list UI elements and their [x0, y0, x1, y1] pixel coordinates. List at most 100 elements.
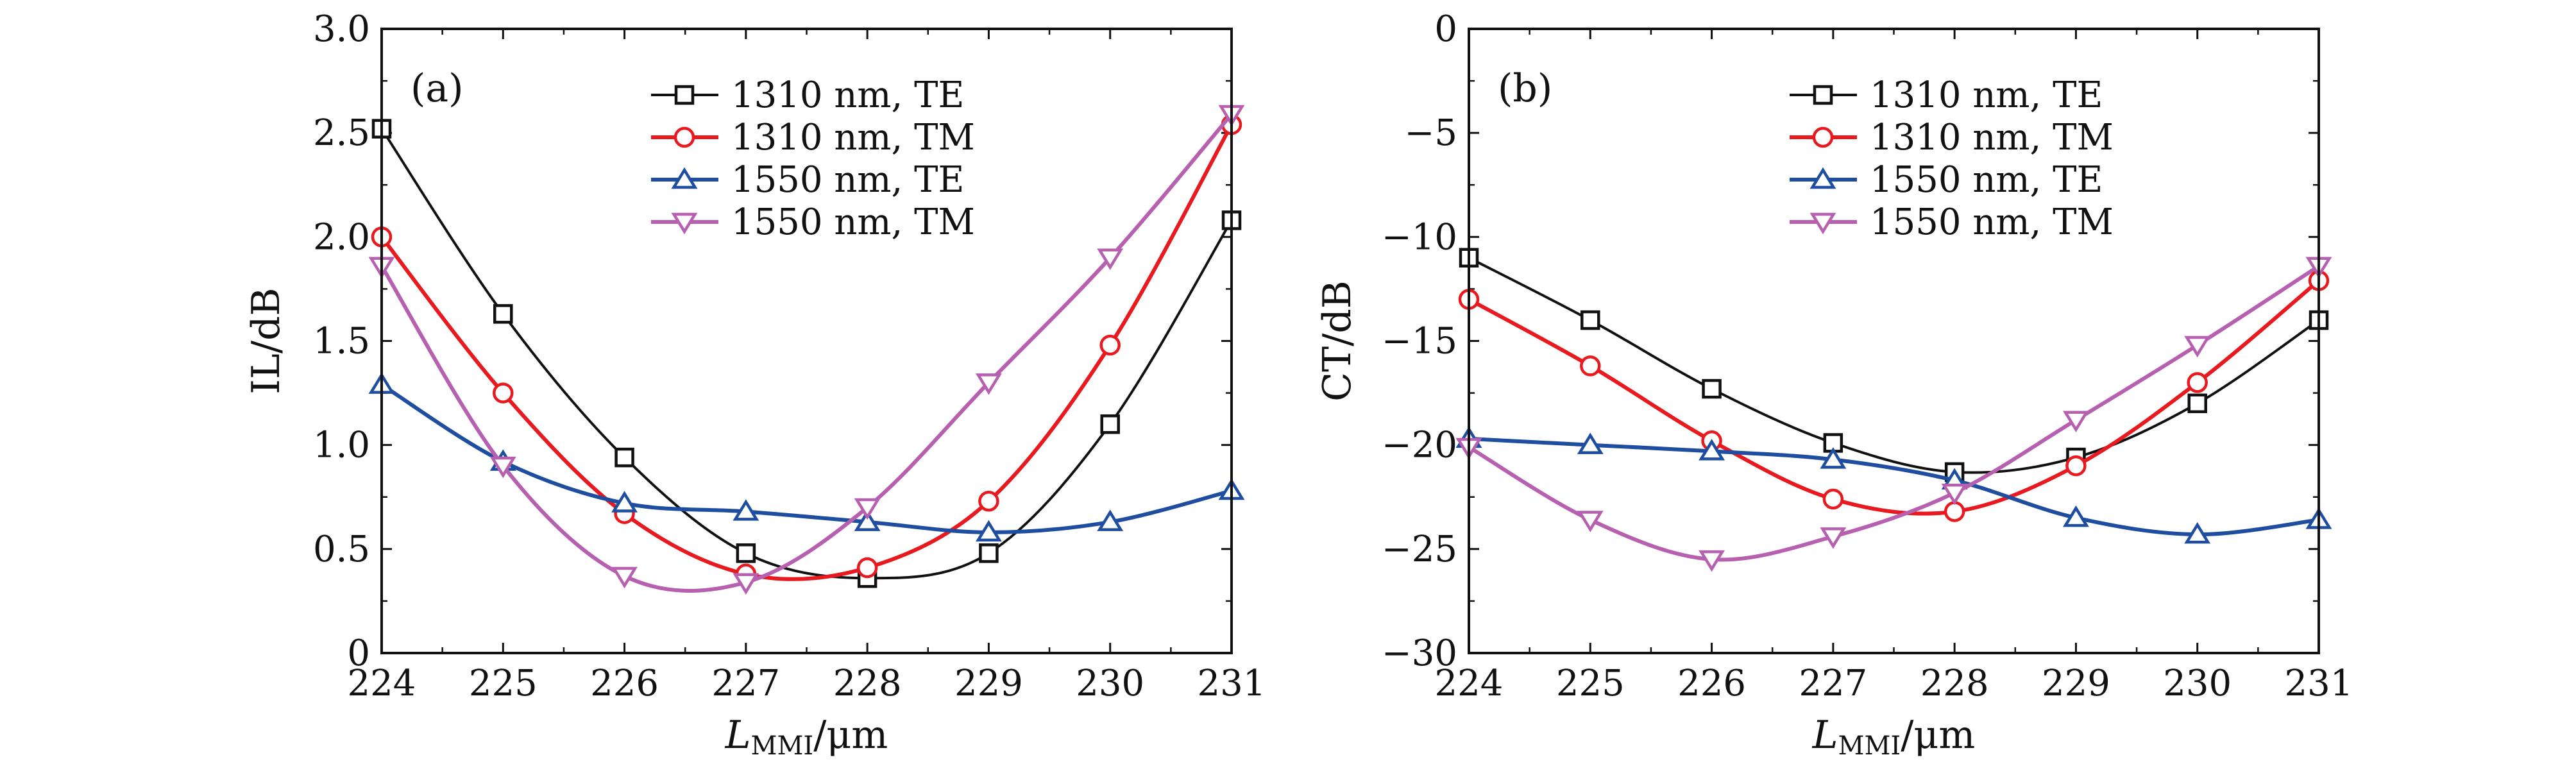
x-tick-label: 229 [954, 663, 1023, 704]
data-point [2184, 522, 2211, 544]
y-axis-label: IL/dB [244, 287, 289, 394]
data-point [854, 509, 881, 531]
y-tick-label: −30 [1382, 633, 1457, 674]
legend-marker [674, 85, 695, 105]
data-point [733, 499, 759, 521]
y-tick-label: 1.0 [313, 425, 370, 466]
data-point [493, 382, 514, 403]
legend-marker [1809, 167, 1836, 189]
data-point [614, 447, 634, 468]
data-point [975, 520, 1002, 542]
legend-label: 1310 nm, TM [1870, 117, 2114, 158]
x-axis-label-main: L [725, 713, 751, 758]
y-tick-label: −20 [1382, 425, 1457, 466]
y-tick-label: 0.5 [313, 529, 370, 570]
x-tick-label: 227 [1799, 663, 1867, 704]
data-point [493, 304, 513, 324]
legend-marker [1813, 85, 1833, 105]
y-tick-label: 0 [1434, 8, 1457, 50]
y-tick-label: −5 [1404, 112, 1457, 154]
data-point [1820, 447, 1847, 469]
data-point [2065, 455, 2087, 477]
panel-label: (b) [1498, 66, 1552, 111]
y-tick-label: 3.0 [313, 8, 370, 50]
legend-label: 1310 nm, TM [731, 117, 975, 158]
legend-label: 1550 nm, TM [731, 201, 975, 243]
y-tick-label: 0 [347, 633, 370, 674]
data-point [1100, 414, 1120, 434]
x-tick-label: 230 [1076, 663, 1144, 704]
series-line [1468, 436, 2319, 537]
data-point [1580, 355, 1601, 377]
x-tick-label: 226 [1677, 663, 1746, 704]
x-tick-label: 225 [469, 663, 538, 704]
data-point [854, 498, 881, 520]
x-tick-label: 231 [2285, 663, 2353, 704]
data-point [611, 491, 638, 513]
legend-label: 1310 nm, TE [1870, 74, 2103, 116]
x-axis-label-sub: MMI [1838, 731, 1901, 761]
series-0 [371, 119, 1242, 588]
data-point [2062, 505, 2089, 527]
data-point [1099, 334, 1121, 356]
x-tick-label: 226 [590, 663, 659, 704]
legend-marker [671, 167, 698, 189]
data-point [733, 573, 759, 595]
x-tick-label: 224 [1435, 663, 1504, 704]
data-point [1097, 509, 1124, 531]
y-tick-label: 2.5 [313, 112, 370, 154]
y-tick-label: −10 [1382, 216, 1457, 258]
data-point [736, 543, 756, 563]
panel-label: (a) [411, 66, 464, 111]
x-tick-label: 230 [2163, 663, 2232, 704]
data-point [1577, 511, 1604, 532]
data-point [978, 490, 999, 512]
x-axis-label-main: L [1812, 713, 1838, 758]
data-point [1699, 439, 1725, 461]
data-point [1944, 501, 1965, 522]
legend-marker [674, 126, 695, 148]
x-tick-label: 227 [711, 663, 780, 704]
x-tick-label: 231 [1198, 663, 1266, 704]
x-tick-label: 228 [1920, 663, 1989, 704]
legend-marker [1809, 212, 1836, 235]
legend-label: 1310 nm, TE [731, 74, 964, 116]
y-tick-label: −25 [1382, 529, 1457, 570]
data-point [2187, 372, 2208, 393]
data-point [1097, 248, 1124, 271]
x-axis-label: LMMI/μm [725, 713, 888, 761]
y-axis-label: CT/dB [1315, 280, 1360, 402]
data-point [975, 373, 1002, 395]
data-point [489, 456, 516, 479]
data-point [979, 543, 999, 563]
x-tick-label: 224 [348, 663, 416, 704]
data-point [611, 566, 638, 589]
data-point [856, 557, 878, 579]
legend-label: 1550 nm, TM [1870, 201, 2114, 243]
x-axis-label-unit: /μm [1901, 713, 1975, 758]
data-point [1822, 488, 1844, 510]
data-point [2062, 411, 2089, 433]
y-tick-label: −15 [1382, 321, 1457, 362]
y-tick-label: 2.0 [313, 216, 370, 258]
data-point [1702, 378, 1722, 399]
y-tick-label: 1.5 [313, 321, 370, 362]
data-point [1577, 432, 1604, 454]
data-point [1699, 550, 1725, 572]
plot-frame [380, 28, 1233, 654]
data-point [2187, 393, 2207, 414]
data-point [1820, 527, 1847, 549]
series-3 [1455, 257, 2332, 572]
legend-marker [1812, 126, 1834, 148]
legend-marker [671, 212, 698, 235]
x-tick-label: 229 [2042, 663, 2110, 704]
x-tick-label: 228 [833, 663, 902, 704]
data-point [1941, 484, 1968, 505]
x-tick-label: 225 [1556, 663, 1625, 704]
chart-panel-b: 224 225 226 227 228 229 230 231 −30 −25 −20 −15 −10 −… [1315, 8, 2353, 761]
x-axis-label-sub: MMI [751, 731, 814, 761]
legend-label: 1550 nm, TE [731, 159, 964, 201]
legend-label: 1550 nm, TE [1870, 159, 2103, 201]
